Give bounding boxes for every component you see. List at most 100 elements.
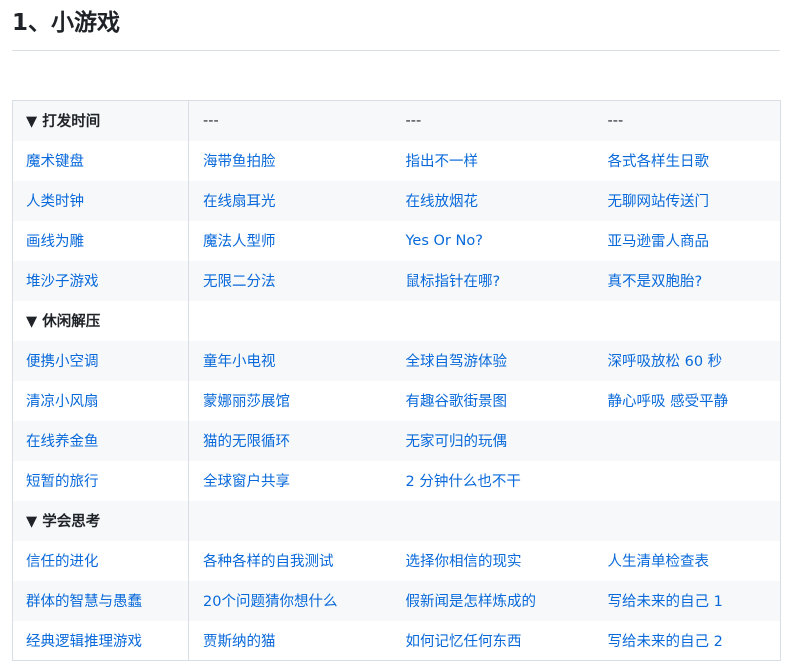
category-toggle[interactable]: ▼ 休闲解压 — [26, 314, 101, 330]
table-cell: 蒙娜丽莎展馆 — [189, 381, 391, 421]
table-cell: 写给未来的自己 2 — [592, 621, 781, 661]
table-cell: 如何记忆任何东西 — [391, 621, 592, 661]
table-row: 群体的智慧与愚蠢 20个问题猜你想什么 假新闻是怎样炼成的 写给未来的自己 1 — [12, 580, 781, 621]
game-link[interactable]: 无家可归的玩偶 — [405, 434, 508, 450]
category-toggle[interactable]: ▼ 打发时间 — [26, 114, 101, 131]
game-link[interactable]: 清凉小风扇 — [26, 394, 99, 410]
game-link[interactable]: 全球窗户共享 — [203, 474, 290, 490]
table-cell: 深呼吸放松 60 秒 — [591, 340, 781, 381]
table-cell: 群体的智慧与愚蠢 — [12, 580, 189, 621]
table-row: 信任的进化 各种各样的自我测试 选择你相信的现实 人生清单检查表 — [12, 540, 781, 581]
game-link[interactable]: 亚马逊雷人商品 — [607, 234, 710, 250]
table-cell — [390, 500, 592, 541]
game-link[interactable]: Yes Or No? — [405, 232, 483, 249]
table-cell: 贾斯纳的猫 — [189, 621, 391, 661]
table-cell: 20个问题猜你想什么 — [188, 580, 391, 621]
table-cell: 写给未来的自己 1 — [591, 580, 781, 621]
game-link[interactable]: 在线扇耳光 — [203, 194, 276, 210]
section-row: ▼ 学会思考 — [12, 500, 781, 541]
table-cell: 魔法人型师 — [189, 221, 391, 261]
table-cell: --- — [188, 100, 391, 141]
game-link[interactable]: 猫的无限循环 — [203, 434, 290, 450]
table-cell: 在线放烟花 — [390, 180, 592, 221]
game-link[interactable]: 深呼吸放松 60 秒 — [607, 354, 723, 370]
game-link[interactable]: 如何记忆任何东西 — [405, 633, 522, 650]
game-link[interactable]: 便携小空调 — [26, 354, 99, 370]
game-link[interactable]: 选择你相信的现实 — [405, 554, 522, 570]
table-cell: ▼ 打发时间 — [12, 100, 189, 141]
table-cell: 鼠标指针在哪? — [390, 260, 592, 301]
table-row: 在线养金鱼 猫的无限循环 无家可归的玩偶 — [12, 420, 781, 461]
table-cell: 猫的无限循环 — [188, 420, 391, 461]
table-cell: 全球窗户共享 — [189, 461, 391, 501]
table-row: 清凉小风扇 蒙娜丽莎展馆 有趣谷歌街景图 静心呼吸 感受平静 — [12, 380, 781, 421]
table-cell: 海带鱼拍脸 — [189, 141, 391, 181]
table-cell: ▼ 休闲解压 — [12, 300, 189, 341]
game-link[interactable]: 写给未来的自己 1 — [607, 594, 723, 610]
table-cell: Yes Or No? — [391, 221, 592, 261]
game-link[interactable]: 全球自驾游体验 — [405, 354, 508, 370]
game-link[interactable]: 无聊网站传送门 — [607, 194, 710, 210]
game-link[interactable]: 无限二分法 — [203, 274, 276, 290]
game-link[interactable]: 魔法人型师 — [203, 234, 276, 250]
game-link[interactable]: 海带鱼拍脸 — [203, 154, 276, 170]
table-cell: 全球自驾游体验 — [390, 340, 592, 381]
section-heading: 1、小游戏 — [12, 6, 780, 51]
game-link[interactable]: 经典逻辑推理游戏 — [26, 633, 142, 650]
game-link[interactable]: 20个问题猜你想什么 — [203, 594, 338, 610]
placeholder-dash: --- — [203, 112, 219, 129]
table-row: 短暂的旅行 全球窗户共享 2 分钟什么也不干 — [12, 460, 781, 501]
table-row: 便携小空调 童年小电视 全球自驾游体验 深呼吸放松 60 秒 — [12, 340, 781, 381]
table-cell: 清凉小风扇 — [12, 380, 189, 421]
table-cell: 堆沙子游戏 — [12, 260, 189, 301]
table-cell — [592, 461, 781, 501]
game-link[interactable]: 有趣谷歌街景图 — [405, 394, 508, 410]
game-link[interactable]: 贾斯纳的猫 — [203, 633, 276, 650]
game-link[interactable]: 指出不一样 — [405, 154, 479, 170]
game-link[interactable]: 短暂的旅行 — [26, 474, 99, 490]
game-link[interactable]: 在线养金鱼 — [26, 434, 99, 450]
game-link[interactable]: 蒙娜丽莎展馆 — [203, 394, 290, 410]
table-cell: 指出不一样 — [391, 141, 592, 181]
table-cell: 无家可归的玩偶 — [390, 420, 592, 461]
games-table: ▼ 打发时间 --- --- --- 魔术键盘 海带鱼拍脸 指出不一样 各式各样生日歌 人类时钟… — [12, 100, 781, 661]
section-row: ▼ 打发时间 --- --- --- — [12, 100, 781, 141]
table-cell: 人生清单检查表 — [592, 541, 781, 581]
game-link[interactable]: 各式各样生日歌 — [607, 154, 710, 170]
game-link[interactable]: 魔术键盘 — [26, 154, 84, 170]
game-link[interactable]: 鼠标指针在哪? — [405, 274, 501, 290]
game-link[interactable]: 堆沙子游戏 — [26, 274, 99, 290]
table-cell: 画线为雕 — [12, 220, 189, 261]
table-cell: 无限二分法 — [188, 260, 391, 301]
game-link[interactable]: 童年小电视 — [203, 354, 276, 370]
game-link[interactable]: 在线放烟花 — [405, 194, 479, 210]
table-cell: --- — [591, 100, 781, 141]
game-link[interactable]: 写给未来的自己 2 — [607, 633, 723, 650]
table-cell: 假新闻是怎样炼成的 — [390, 580, 592, 621]
table-row: 堆沙子游戏 无限二分法 鼠标指针在哪? 真不是双胞胎? — [12, 260, 781, 301]
table-cell: 人类时钟 — [12, 180, 189, 221]
category-toggle[interactable]: ▼ 学会思考 — [26, 514, 101, 530]
table-cell: 在线扇耳光 — [188, 180, 391, 221]
game-link[interactable]: 人生清单检查表 — [607, 554, 710, 570]
game-link[interactable]: 静心呼吸 感受平静 — [607, 394, 729, 410]
table-cell — [591, 500, 781, 541]
section-row: ▼ 休闲解压 — [12, 300, 781, 341]
game-link[interactable]: 真不是双胞胎? — [607, 274, 703, 290]
game-link[interactable]: 2 分钟什么也不干 — [405, 474, 521, 490]
game-link[interactable]: 人类时钟 — [26, 194, 84, 210]
table-cell: 有趣谷歌街景图 — [391, 381, 592, 421]
table-row: 魔术键盘 海带鱼拍脸 指出不一样 各式各样生日歌 — [12, 140, 781, 181]
table-cell: 静心呼吸 感受平静 — [592, 381, 781, 421]
table-cell — [391, 301, 592, 341]
game-link[interactable]: 各种各样的自我测试 — [203, 554, 334, 570]
table-cell: 在线养金鱼 — [12, 420, 189, 461]
game-link[interactable]: 信任的进化 — [26, 554, 99, 570]
game-link[interactable]: 群体的智慧与愚蠢 — [26, 594, 142, 610]
game-link[interactable]: 画线为雕 — [26, 234, 84, 250]
table-row: 经典逻辑推理游戏 贾斯纳的猫 如何记忆任何东西 写给未来的自己 2 — [12, 620, 781, 661]
game-link[interactable]: 假新闻是怎样炼成的 — [405, 594, 537, 610]
table-cell — [189, 301, 391, 341]
table-row: 画线为雕 魔法人型师 Yes Or No? 亚马逊雷人商品 — [12, 220, 781, 261]
table-cell: 亚马逊雷人商品 — [592, 221, 781, 261]
